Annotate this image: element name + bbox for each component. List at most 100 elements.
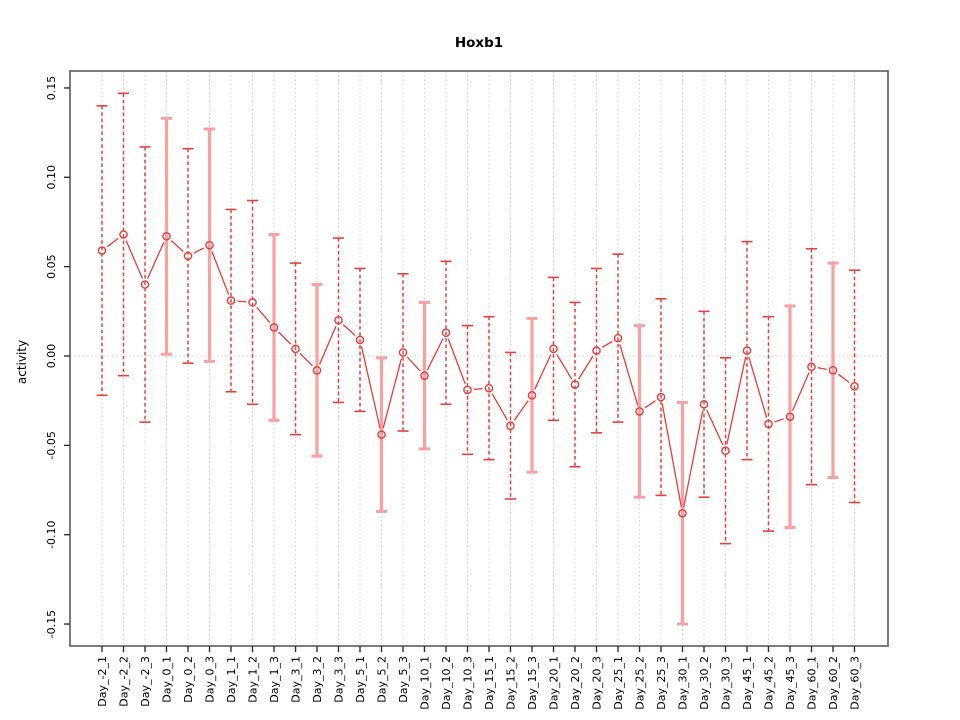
x-tick-label: Day_10_3 bbox=[462, 656, 475, 710]
data-point-marker bbox=[807, 362, 816, 372]
series-segment bbox=[106, 237, 119, 248]
x-tick-label: Day_1_1 bbox=[225, 656, 238, 703]
data-point-marker bbox=[355, 335, 365, 345]
data-point-marker bbox=[377, 430, 386, 439]
x-tick-label: Day_0_2 bbox=[182, 656, 195, 703]
series-segment bbox=[406, 356, 421, 372]
data-point-marker bbox=[97, 246, 107, 255]
x-tick-label: Day_0_1 bbox=[161, 656, 174, 703]
data-point-marker bbox=[226, 296, 236, 305]
series-segment bbox=[211, 251, 230, 295]
y-tick-label: -0.05 bbox=[45, 431, 58, 459]
series-segment bbox=[256, 306, 271, 323]
x-tick-label: Day_15_1 bbox=[483, 656, 496, 710]
data-point-marker bbox=[183, 251, 193, 261]
series-segment bbox=[382, 358, 402, 429]
series-segment bbox=[147, 241, 165, 279]
series-segment bbox=[817, 367, 827, 370]
data-point-marker bbox=[162, 231, 171, 241]
series-segment bbox=[513, 400, 529, 421]
data-point-marker bbox=[549, 344, 558, 354]
y-tick-label: 0.10 bbox=[45, 165, 58, 190]
x-tick-label: Day_25_2 bbox=[634, 656, 647, 710]
y-axis-title: activity bbox=[15, 340, 29, 384]
x-tick-label: Day_45_2 bbox=[763, 656, 776, 710]
chart-title: Hoxb1 bbox=[455, 35, 503, 51]
data-point-marker bbox=[742, 346, 752, 355]
y-tick-label: 0.05 bbox=[45, 254, 58, 279]
x-tick-label: Day_20_1 bbox=[548, 656, 561, 710]
y-tick-label: 0.15 bbox=[45, 76, 58, 101]
series-segment bbox=[661, 403, 682, 507]
series-segment bbox=[426, 338, 444, 371]
series-segment bbox=[601, 340, 613, 348]
x-tick-label: Day_-2_3 bbox=[139, 656, 152, 707]
data-point-marker bbox=[269, 323, 279, 332]
x-tick-label: Day_25_3 bbox=[655, 656, 668, 710]
x-tick-label: Day_20_3 bbox=[591, 656, 604, 710]
data-point-marker bbox=[828, 365, 838, 375]
data-point-marker bbox=[441, 328, 451, 338]
series-segment bbox=[683, 410, 704, 508]
x-tick-label: Day_1_3 bbox=[268, 656, 281, 703]
data-point-marker bbox=[570, 380, 580, 389]
x-tick-label: Day_25_1 bbox=[612, 656, 625, 710]
series-segment bbox=[447, 338, 466, 385]
x-tick-label: Day_3_2 bbox=[311, 656, 324, 703]
data-point-marker bbox=[484, 383, 494, 393]
series-segment bbox=[748, 356, 768, 418]
data-point-marker bbox=[248, 298, 257, 307]
series-segment bbox=[342, 324, 356, 337]
x-tick-label: Day_3_3 bbox=[333, 656, 346, 703]
data-point-marker bbox=[291, 344, 300, 354]
data-point-marker bbox=[613, 333, 623, 343]
series-segment bbox=[193, 247, 204, 254]
series-segment bbox=[774, 418, 785, 423]
data-point-marker bbox=[635, 407, 644, 416]
plot-layer: 0.15 0.10 0.05 0.00 -0.05 -0.10 -0.15 Day_-2_1 D… bbox=[45, 70, 889, 710]
data-point-marker bbox=[119, 230, 128, 239]
x-tick-label: Day_-2_2 bbox=[118, 656, 131, 707]
x-tick-label: Day_-2_1 bbox=[96, 656, 109, 707]
series-segment bbox=[577, 355, 594, 380]
x-tick-label: Day_30_2 bbox=[698, 656, 711, 710]
x-tick-label: Day_3_1 bbox=[290, 656, 303, 703]
data-point-marker bbox=[312, 365, 322, 375]
y-tick-label: 0.00 bbox=[45, 344, 58, 369]
x-tick-label: Day_1_2 bbox=[247, 656, 260, 703]
x-tick-label: Day_5_2 bbox=[376, 656, 389, 703]
data-point-marker bbox=[721, 446, 730, 456]
series-segment bbox=[726, 356, 747, 445]
x-tick-label: Day_10_1 bbox=[419, 656, 432, 710]
data-point-marker bbox=[678, 508, 687, 518]
series-segment bbox=[473, 388, 483, 391]
data-point-marker bbox=[140, 280, 150, 289]
x-tick-label: Day_45_3 bbox=[784, 656, 797, 710]
x-tick-label: Day_60_1 bbox=[806, 656, 819, 710]
data-point-marker bbox=[699, 399, 709, 409]
x-tick-label: Day_15_3 bbox=[526, 656, 539, 710]
data-point-marker bbox=[398, 348, 408, 357]
series-segment bbox=[299, 352, 313, 367]
data-point-marker bbox=[205, 240, 214, 250]
series-segment bbox=[791, 372, 810, 412]
x-tick-label: Day_60_3 bbox=[849, 656, 862, 710]
x-tick-label: Day_5_3 bbox=[397, 656, 410, 703]
data-point-marker bbox=[656, 392, 666, 402]
series-segment bbox=[706, 409, 724, 446]
x-tick-label: Day_10_2 bbox=[440, 656, 453, 710]
data-point-marker bbox=[592, 346, 601, 355]
series-segment bbox=[125, 240, 144, 279]
x-tick-label: Day_30_1 bbox=[677, 656, 690, 710]
series-segment bbox=[170, 240, 184, 253]
series-segment bbox=[644, 400, 656, 409]
data-point-marker bbox=[334, 315, 343, 325]
series-segment bbox=[534, 354, 552, 390]
y-tick-label: -0.15 bbox=[45, 610, 58, 638]
series-segment bbox=[837, 373, 850, 384]
plot-box bbox=[69, 70, 889, 647]
series-segment bbox=[237, 300, 247, 303]
x-tick-label: Day_5_1 bbox=[354, 656, 367, 703]
y-tick-label: -0.10 bbox=[45, 520, 58, 548]
